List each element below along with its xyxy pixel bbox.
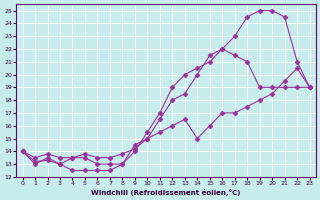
X-axis label: Windchill (Refroidissement éolien,°C): Windchill (Refroidissement éolien,°C) (92, 189, 241, 196)
